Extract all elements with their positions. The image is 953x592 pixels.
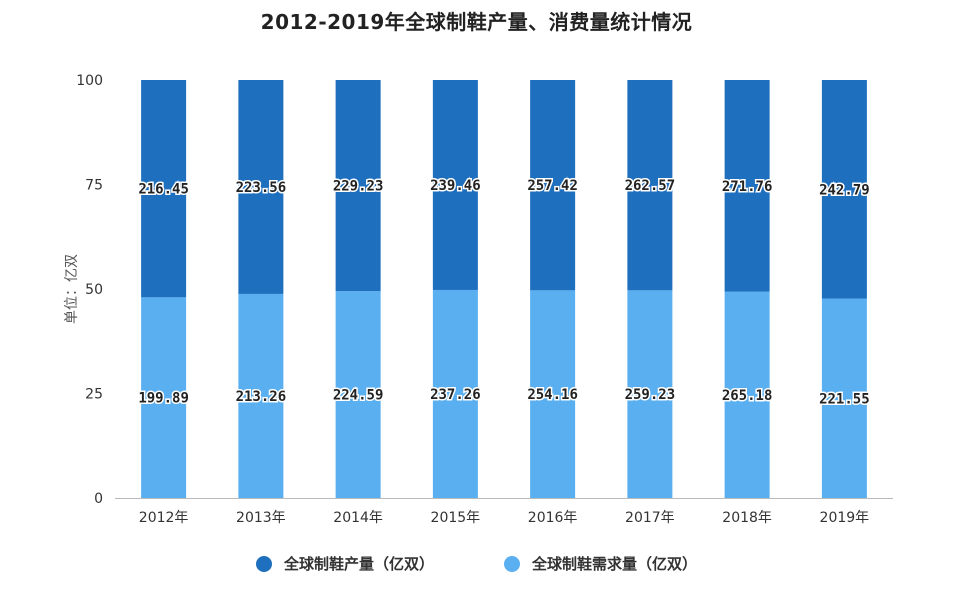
bar-demand-6 [724,291,770,498]
legend-swatch-production [255,555,272,572]
legend-swatch-demand [504,555,520,572]
x-tick-label-0: 2012年 [139,510,189,526]
data-label-production-0: 216.45 [138,182,189,198]
data-label-demand-7: 221.55 [819,391,870,407]
data-label-demand-2: 224.59 [333,388,384,404]
bar-production-6 [724,80,770,292]
data-label-production-2: 229.23 [333,179,384,195]
bar-production-0 [141,80,187,298]
data-label-production-1: 223.56 [236,180,287,196]
legend-label-demand: 全球制鞋需求量（亿双） [532,555,698,573]
x-tick-label-6: 2018年 [722,510,772,526]
bar-demand-2 [335,291,381,498]
x-tick-label-3: 2015年 [431,510,481,526]
data-label-demand-4: 254.16 [527,387,578,403]
y-tick-label: 0 [94,491,103,507]
y-tick-label: 25 [85,387,103,403]
bar-production-7 [821,80,867,299]
data-label-demand-6: 265.18 [722,388,773,404]
y-tick-label: 50 [85,282,103,298]
x-tick-label-5: 2017年 [625,510,675,526]
bar-production-2 [335,80,381,292]
bar-production-5 [627,80,673,291]
data-label-production-4: 257.42 [527,178,578,194]
bar-production-4 [530,80,576,291]
data-label-production-6: 271.76 [722,179,773,195]
data-label-production-5: 262.57 [625,178,676,194]
x-tick-label-1: 2013年 [236,510,286,526]
bar-demand-4 [530,290,576,498]
x-tick-label-7: 2019年 [820,510,870,526]
legend: 全球制鞋产量（亿双） 全球制鞋需求量（亿双） [0,553,953,574]
y-tick-label: 75 [85,178,103,194]
bar-demand-5 [627,290,673,498]
x-tick-label-2: 2014年 [333,510,383,526]
bar-demand-1 [238,293,284,498]
data-label-production-7: 242.79 [819,182,870,198]
legend-item-demand[interactable]: 全球制鞋需求量（亿双） [504,553,697,574]
chart-title: 2012-2019年全球制鞋产量、消费量统计情况 [260,10,693,34]
data-label-demand-3: 237.26 [430,387,481,403]
bar-demand-3 [432,289,478,498]
data-label-demand-1: 213.26 [236,389,287,405]
bar-production-1 [238,80,284,294]
bar-demand-7 [821,298,867,498]
bar-production-3 [432,80,478,290]
x-tick-label-4: 2016年 [528,510,578,526]
legend-item-production[interactable]: 全球制鞋产量（亿双） [255,553,434,574]
y-tick-label: 100 [76,73,103,89]
y-axis-label: 单位：亿双 [64,254,80,324]
data-label-demand-0: 199.89 [138,391,189,407]
legend-label-production: 全球制鞋产量（亿双） [283,555,434,573]
data-label-demand-5: 259.23 [625,387,676,403]
data-label-production-3: 239.46 [430,178,481,194]
bar-demand-0 [141,297,187,498]
